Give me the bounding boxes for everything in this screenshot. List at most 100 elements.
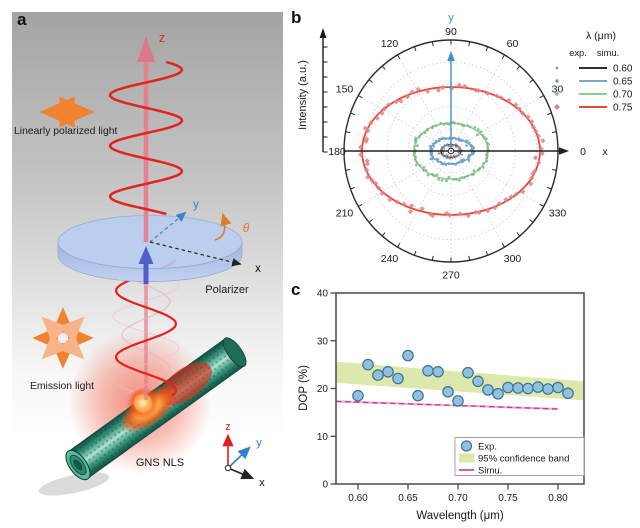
legend-col-exp: exp. [569, 48, 587, 58]
legend-value-0.60: 0.60 [613, 64, 633, 75]
z-axis-label: z [159, 31, 165, 45]
exp-point [462, 366, 474, 379]
exp-point [532, 381, 544, 393]
panel-a-label: a [17, 10, 27, 29]
tube-shadow [38, 472, 110, 496]
triad-y-label: y [256, 437, 262, 449]
coordinate-triad: z y x [222, 421, 265, 489]
exp-point [352, 389, 364, 402]
polarizer-disc [57, 215, 243, 282]
angle-label-240: 240 [381, 253, 399, 265]
polar-angle-labels: 0 x 30 60 90 y 120 150 180 210 240 270 300 330 [328, 12, 608, 282]
exp-point [552, 381, 564, 394]
exp-point [492, 388, 504, 400]
angle-label-210: 210 [336, 208, 354, 220]
polar-xaxis-label: x [602, 146, 608, 158]
x-tick-label: 0.75 [498, 493, 518, 504]
exp-point [522, 382, 534, 395]
polarizer-label: Polarizer [205, 284, 249, 296]
polar-legend: λ (μm) exp. simu. 0.60 0.65 0.70 0.75 [554, 30, 633, 114]
legend-value-0.70: 0.70 [613, 90, 633, 101]
exp-point [432, 366, 444, 378]
emission-light-label: Emission light [30, 381, 94, 392]
intensity-axis: Intensity (a.u.) [297, 28, 328, 153]
exp-points-0.75 [358, 82, 546, 219]
y-tick-label: 20 [317, 384, 329, 395]
exp-point [402, 349, 414, 362]
angle-label-90: 90 [445, 26, 457, 38]
linearly-polarized-label: Linearly polarized light [14, 126, 118, 137]
exp-point [502, 381, 514, 394]
polarized-helix [108, 60, 184, 216]
angle-label-150: 150 [336, 84, 354, 96]
angle-label-120: 120 [381, 38, 399, 50]
exp-point [442, 386, 454, 398]
exp-point [362, 358, 374, 371]
gns-nls-label: GNS NLS [136, 457, 184, 469]
polar-y-arrow [447, 51, 455, 151]
y-tick-label: 0 [322, 480, 328, 491]
x-tick-label: 0.80 [548, 493, 568, 504]
angle-label-330: 330 [549, 208, 567, 220]
legend-exp-marker-0.70 [555, 92, 559, 96]
legend-exp-marker-0.75 [554, 104, 560, 110]
disc-x-axis [149, 241, 242, 267]
emission-helix [114, 259, 178, 397]
disc-x-axis-label: x [255, 263, 261, 275]
legend-col-simu: simu. [597, 48, 619, 58]
polar-legend-title: λ (μm) [586, 30, 616, 42]
z-axis-arrowhead [137, 36, 155, 62]
emission-helix-ghost2 [112, 261, 180, 393]
exp-point [542, 383, 554, 395]
legend-exp-label: Exp. [478, 442, 497, 453]
triad-z-label: z [225, 421, 231, 433]
emission-helix-ghost [121, 259, 171, 397]
panel-c-label: c [291, 280, 301, 299]
legend-exp-marker-0.60 [555, 66, 559, 70]
x-tick-label: 0.70 [448, 493, 468, 504]
exp-point [482, 384, 494, 396]
polar-yaxis-label: y [448, 12, 454, 24]
theta-label: θ [243, 221, 250, 235]
y-axis-ticks: 0 10 20 30 40 [317, 289, 336, 491]
disc-y-axis-label: y [193, 199, 199, 211]
disc-y-axis [149, 211, 187, 243]
theta-rotation-arrow [214, 212, 232, 241]
polar-x-arrow [344, 147, 569, 155]
intensity-axis-label: Intensity (a.u.) [297, 60, 309, 130]
exp-point [412, 389, 424, 402]
legend-exp-marker [460, 440, 473, 452]
exp-point [392, 372, 404, 385]
angle-label-300: 300 [504, 253, 522, 265]
panel-b-label: b [291, 8, 302, 27]
exp-points-0.70 [412, 120, 490, 183]
angle-label-270: 270 [442, 270, 460, 282]
legend-band-swatch [459, 453, 475, 463]
legend-value-0.65: 0.65 [613, 77, 633, 88]
x-axis-title: Wavelength (μm) [416, 510, 504, 522]
exp-point [512, 382, 524, 394]
angle-label-180: 180 [328, 146, 346, 158]
exp-point [422, 365, 434, 377]
legend-value-0.75: 0.75 [613, 103, 633, 114]
legend-simu-label: Simu. [478, 466, 502, 477]
legend-exp-marker-0.65 [555, 79, 559, 83]
y-axis-title: DOP (%) [298, 365, 310, 411]
x-tick-label: 0.60 [348, 493, 368, 504]
y-tick-label: 40 [317, 289, 329, 300]
transmitted-beam-arrow [138, 246, 154, 284]
dop-wavelength-plot: 0.60 0.65 0.70 0.75 0.80 0 10 20 30 40 Wavelength … [298, 289, 585, 522]
y-tick-label: 30 [317, 336, 329, 347]
angle-label-60: 60 [507, 38, 519, 50]
x-axis-ticks: 0.60 0.65 0.70 0.75 0.80 [348, 484, 568, 504]
emission-starburst-icon [32, 307, 94, 369]
exp-point [472, 375, 484, 388]
simu-line [335, 400, 559, 410]
exp-point [562, 387, 574, 400]
legend-band-label: 95% confidence band [478, 454, 569, 465]
polar-intensity-plot: 0 x 30 60 90 y 120 150 180 210 240 270 300 330 Intensi… [297, 12, 633, 282]
y-tick-label: 10 [317, 432, 329, 443]
angle-label-30: 30 [552, 84, 564, 96]
